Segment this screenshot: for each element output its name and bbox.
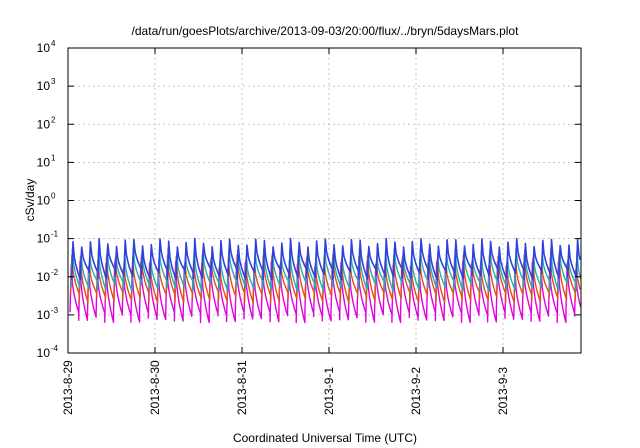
y-tick-label: 10 — [37, 79, 51, 93]
series-group — [69, 237, 582, 324]
y-tick-label: 10 — [37, 308, 51, 322]
y-tick-label: 10 — [37, 117, 51, 131]
x-tick-label: 2013-8-29 — [61, 360, 75, 415]
y-tick-label: 10 — [37, 232, 51, 246]
series-line — [69, 254, 581, 304]
y-tick-label: 10 — [37, 194, 51, 208]
x-tick-label: 2013-9-1 — [322, 367, 336, 415]
y-tick-exponent: -4 — [51, 344, 59, 353]
y-tick-exponent: -1 — [51, 230, 59, 239]
y-tick-label: 10 — [37, 346, 51, 360]
y-tick-exponent: 1 — [51, 153, 56, 162]
y-tick-exponent: 3 — [51, 77, 56, 86]
x-axis: 2013-8-29 2013-8-30 2013-8-31 2013-9-1 2013-… — [61, 48, 510, 415]
series-line — [70, 247, 582, 292]
y-tick-label: 10 — [37, 270, 51, 284]
y-axis-label: cSv/day — [23, 179, 37, 222]
x-tick-label: 2013-8-30 — [148, 360, 162, 415]
x-axis-label: Coordinated Universal Time (UTC) — [233, 431, 417, 445]
y-tick-exponent: 0 — [51, 192, 56, 201]
y-tick-exponent: 4 — [51, 39, 56, 48]
x-tick-label: 2013-8-31 — [235, 360, 249, 415]
y-tick-label: 10 — [37, 41, 51, 55]
x-tick-label: 2013-9-3 — [496, 367, 510, 415]
series-line — [69, 260, 582, 324]
series-line — [71, 237, 581, 281]
y-tick-label: 10 — [37, 155, 51, 169]
y-tick-exponent: -3 — [51, 306, 59, 315]
y-tick-exponent: 2 — [51, 115, 56, 124]
chart-title: /data/run/goesPlots/archive/2013-09-03/2… — [132, 24, 520, 38]
x-tick-label: 2013-9-2 — [409, 367, 423, 415]
y-tick-exponent: -2 — [51, 268, 59, 277]
